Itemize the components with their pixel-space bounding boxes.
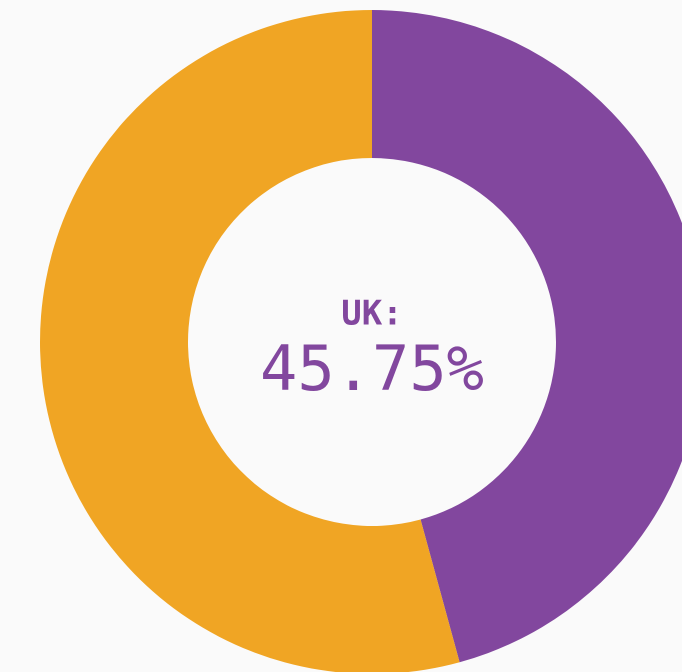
slice [372, 10, 682, 663]
slice [40, 10, 460, 672]
center-category: UK: [341, 294, 402, 334]
center-value: 45.75% [260, 332, 484, 405]
slices [40, 10, 682, 672]
